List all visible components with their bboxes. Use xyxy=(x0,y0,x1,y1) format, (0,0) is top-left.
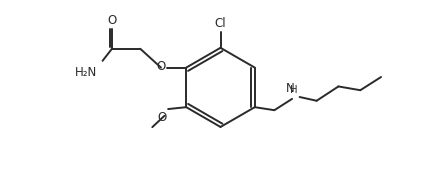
Text: O: O xyxy=(107,14,116,27)
Text: O: O xyxy=(156,60,165,73)
Text: O: O xyxy=(158,111,167,124)
Text: Cl: Cl xyxy=(215,17,226,30)
Text: H₂N: H₂N xyxy=(75,67,97,80)
Text: H: H xyxy=(290,86,298,95)
Text: N: N xyxy=(286,82,295,95)
